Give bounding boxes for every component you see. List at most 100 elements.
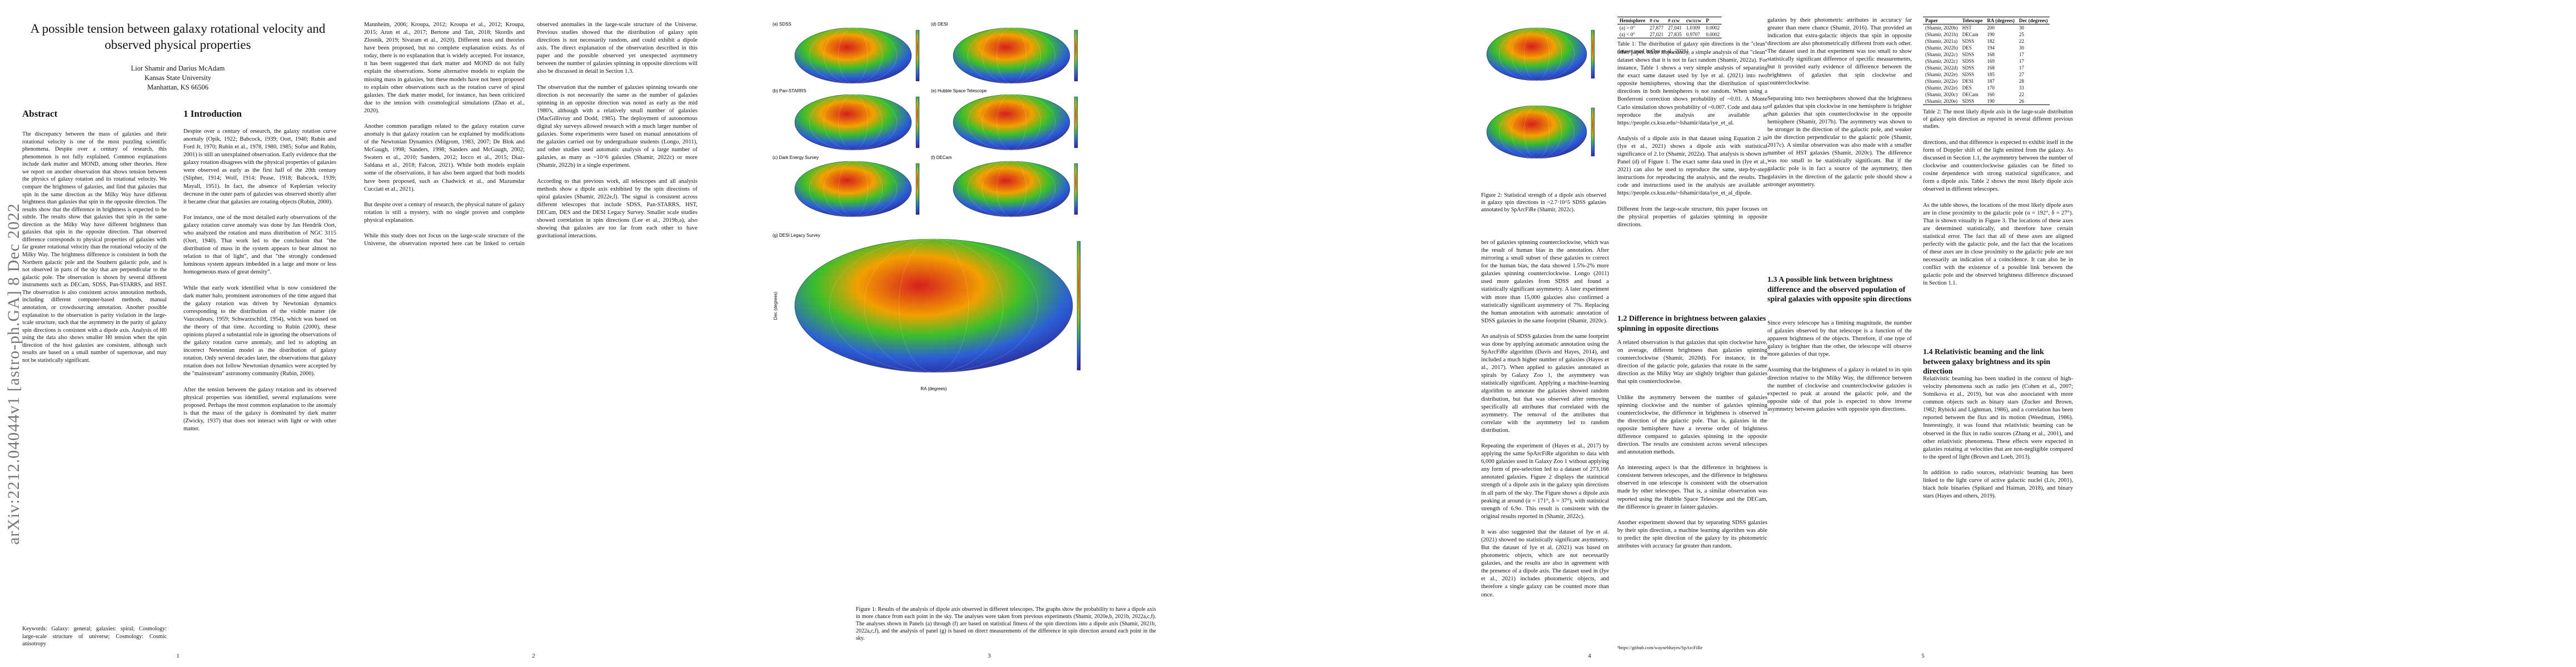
- table-2-cell: 194: [1987, 45, 1995, 51]
- table-2-cell: SDSS: [1962, 38, 1975, 44]
- fig1-panel-right-0-ellipse: [953, 27, 1070, 84]
- fig1-panel-right-1-label: (e) Hubble Space Telescope: [931, 88, 987, 93]
- table-1-header-4: P: [1706, 18, 1709, 23]
- fig1-panel-big-ellipse: [794, 238, 1073, 373]
- fig1-panel-left-0-meridian: [809, 27, 897, 84]
- table-2-cell: (Shamir, 2022d): [1925, 65, 1958, 71]
- table-1: Hemisphere # cw # ccw cw/ccw P (a) > 0° 27,87…: [1617, 17, 1773, 55]
- fig1-panel-big-label: (g) DESI Legacy Survey: [773, 233, 820, 238]
- table-2-cell: 168: [1987, 65, 1995, 71]
- fig1-panel-left-1-colorbar: [915, 96, 920, 148]
- page-number: 4: [1588, 653, 1591, 659]
- table-2-cell: (Shamir, 2022e): [1925, 78, 1958, 84]
- table-2-row: (Shamir, 2022c) SDSS 168 17: [1923, 51, 2050, 58]
- fig1-panel-right-0-label: (d) DESI: [931, 22, 948, 27]
- fig2-map-alt-meridian: [1524, 105, 1549, 159]
- figure-2-skymap: [1481, 22, 1609, 189]
- table-1-cell: 27,021: [1650, 32, 1664, 37]
- fig1-panel-right-2-ellipse: [953, 161, 1070, 217]
- table-1-cell: 0.0002: [1706, 25, 1720, 31]
- fig1-panel-left-0-colorbar: [915, 29, 920, 82]
- fig1-panel-big-meridian: [864, 238, 1004, 373]
- table-2-row: (Shamir, 2022d) SDSS 168 17: [1923, 64, 2050, 71]
- fig2-map-alt-ellipse: [1486, 105, 1587, 159]
- table-2-cell: HST: [1962, 25, 1972, 31]
- page2-column-text: Mannheim, 2006; Kroupa, 2012; Kroupa et …: [364, 22, 697, 247]
- table-2-cell: 185: [1987, 72, 1995, 77]
- fig1-panel-left-0-ellipse: [794, 27, 912, 84]
- fig1-panel-left-0-label: (a) SDSS: [773, 22, 791, 27]
- fig1-panel-right-0-meridian: [968, 27, 1055, 84]
- table-1-cell: 27,877: [1650, 25, 1664, 31]
- table-2-cell: DES: [1962, 45, 1972, 51]
- intro-text: Despite over a century of research, the …: [183, 128, 336, 432]
- page5-right-text: directions, and that difference is expec…: [1923, 140, 2073, 287]
- table-2: Paper Telescope RA (degrees) Dec (degrees) …: [1923, 17, 2079, 130]
- authors-block: Lior Shamir and Darius McAdam Kansas Sta…: [22, 64, 333, 92]
- section-1-2-text: A related observation is that galaxies t…: [1617, 340, 1767, 550]
- table-2-cell: 169: [1987, 58, 1995, 64]
- page-number: 5: [1921, 653, 1925, 659]
- table-2-cell: 28: [2019, 78, 2024, 84]
- table-2-cell: (Shamir, 2020c): [1925, 92, 1958, 97]
- table-2-row: (Shamir, 2022b) DES 194 30: [1923, 44, 2050, 51]
- section-1-3-heading: 1.3 A possible link between brightness d…: [1767, 276, 1912, 303]
- fig1-panel-right-1-meridian: [996, 94, 1027, 151]
- page-number: 1: [176, 653, 180, 659]
- table-1-cell: 27,041: [1668, 25, 1682, 31]
- table-2-header-0: Paper: [1925, 18, 1938, 23]
- author-affiliation: Kansas State University: [144, 73, 212, 82]
- figure-1-caption: Figure 1: Results of the analysis of dip…: [856, 606, 1156, 641]
- table-2-cell: 160: [1987, 92, 1995, 97]
- table-2-cell: SDSS: [1962, 52, 1975, 57]
- fig2-map-alt-meridian: [1499, 105, 1575, 159]
- table-2-cell: 187: [1987, 78, 1995, 84]
- table-1-cell: 27,835: [1668, 32, 1682, 37]
- table-2-cell: DESI: [1962, 78, 1974, 84]
- table-2-cell: 17: [2019, 65, 2024, 71]
- fig1-panel-right-2-meridian: [968, 161, 1055, 217]
- section-introduction: 1 Introduction: [183, 108, 242, 119]
- fig1-y-axis-label: Dec (degrees): [773, 291, 778, 320]
- table-2-cell: (Shamir, 2022e): [1925, 85, 1958, 91]
- page-3: (a) SDSS (b) Pan-STARRS (c) Dark Energy Su…: [711, 0, 1267, 667]
- page-5: galaxies by their photometric attributes…: [1767, 0, 2576, 667]
- figure-1-svg: (a) SDSS (b) Pan-STARRS (c) Dark Energy Su…: [773, 22, 1081, 391]
- table-2-cell: 17: [2019, 58, 2024, 64]
- table-2-cell: 17: [2019, 52, 2024, 57]
- fig1-panel-big-colorbar: [1077, 241, 1081, 371]
- fig1-panel-right-2: (f) DECam: [931, 155, 1078, 217]
- table-2-cell: 200: [1987, 25, 1995, 31]
- fig2-map-colorbar: [1591, 29, 1595, 79]
- table-2-cell: 33: [2019, 85, 2024, 91]
- fig1-panel-right-0: (d) DESI: [931, 22, 1078, 84]
- fig1-panel-right-0-colorbar: [1074, 29, 1078, 82]
- fig1-panel-left-2-colorbar: [915, 163, 920, 215]
- table-2-cell: DES: [1962, 85, 1972, 91]
- author-location: Manhattan, KS 66506: [147, 83, 209, 91]
- fig2-map-alt-meridian: [1511, 105, 1562, 159]
- fig1-panel-left-2: (c) Dark Energy Survey: [773, 155, 920, 217]
- table-1-row: (a) < 0° 27,021 27,835 0.9707 0.0002: [1617, 31, 1722, 38]
- table-1-header-3: cw/ccw: [1686, 18, 1702, 23]
- section-1-4-text: Relativistic beaming has been studied in…: [1923, 376, 2073, 500]
- table-2-cell: 22: [2019, 92, 2024, 97]
- table-2-cell: (Shamir, 2021a): [1925, 38, 1958, 44]
- fig2-map-meridian: [1511, 27, 1562, 81]
- fig1-panel-right-2-meridian: [996, 161, 1027, 217]
- fig1-panel-left-1-ellipse: [794, 94, 912, 151]
- page4-left-text: ber of galaxies spinning counterclockwis…: [1481, 240, 1609, 598]
- fig1-panel-left-0: (a) SDSS: [773, 22, 920, 84]
- figure-2-svg: [1486, 27, 1595, 159]
- figure-2-caption: Figure 2: Statistical strength of a dipo…: [1481, 192, 1606, 213]
- table-2-cell: 30: [2019, 25, 2024, 31]
- abstract-heading: Abstract: [22, 108, 58, 119]
- table-2-row: (Shamir, 2022e) SDSS 185 27: [1923, 71, 2050, 78]
- fig1-panel-right-1-meridian: [968, 94, 1055, 151]
- table-2-row: (Shamir, 2022e) DESI 187 28: [1923, 78, 2050, 84]
- fig1-panel-big-meridian: [899, 238, 969, 373]
- table-1-cell: (a) > 0°: [1620, 25, 1635, 31]
- fig1-panel-left-1-meridian: [824, 94, 883, 151]
- page-number: 3: [988, 653, 991, 659]
- paper-title: A possible tension between galaxy rotati…: [30, 22, 326, 52]
